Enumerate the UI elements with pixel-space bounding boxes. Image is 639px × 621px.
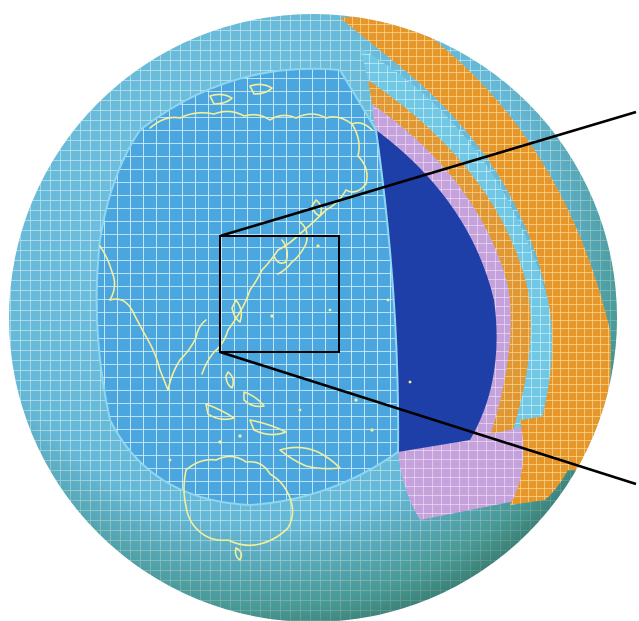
core-cut bbox=[376, 130, 497, 452]
island-dots bbox=[168, 244, 412, 462]
orange-layer bbox=[340, 14, 611, 470]
zoom-rectangle bbox=[219, 235, 340, 353]
coastlines bbox=[99, 83, 373, 561]
violet-layer bbox=[372, 104, 511, 470]
callout-line-bottom bbox=[219, 350, 637, 486]
inner-grid-region bbox=[96, 68, 399, 505]
callout-lines bbox=[219, 110, 637, 486]
callout-line-top bbox=[219, 110, 637, 238]
cutaway-layers bbox=[340, 14, 611, 520]
